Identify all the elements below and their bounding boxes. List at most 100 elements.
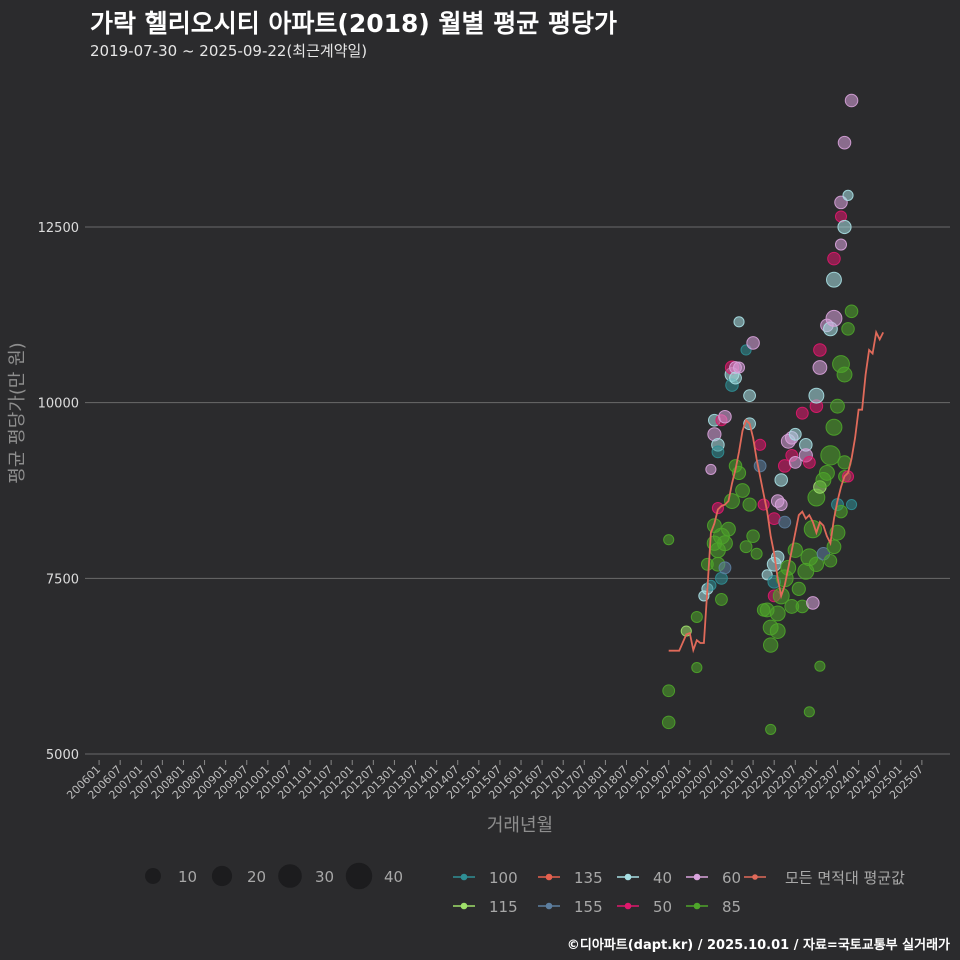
series-legend-label: 135 [574,869,603,887]
size-legend-bubble [345,862,373,890]
size-legend-label: 30 [315,868,334,886]
legend: 10 20 30 40 100 135 40 60 115 155 50 85 모든 면적대 평균값 [145,862,905,916]
data-point [662,684,676,698]
data-point [825,418,843,436]
data-point [769,623,786,639]
data-point [806,596,820,610]
data-point [834,238,848,251]
y-tick-label: 7500 [46,572,79,587]
data-point [746,529,760,543]
points-layer [661,93,859,735]
data-point [733,316,745,328]
x-axis-title: 거래년월 [487,815,553,836]
data-point [836,366,853,383]
data-point [827,251,841,266]
data-point [802,455,816,469]
data-point [691,661,703,674]
data-point [844,304,859,319]
average-legend-dot [752,874,758,880]
series-legend-dot [460,873,468,881]
data-point [765,723,777,735]
data-point [742,497,757,512]
data-point [778,515,792,529]
y-axis-title: 평균 평당가(만 원) [7,342,28,483]
data-point [729,371,742,385]
source-credit: ©디아파트(dapt.kr) / 2025.10.01 / 자료=국토교통부 실… [566,938,950,953]
series-legend-dot [624,902,632,910]
data-point [812,360,828,375]
data-point [767,512,781,526]
series-legend-label: 85 [722,898,741,916]
average-line [668,329,885,654]
data-point [823,554,838,568]
data-point [842,189,854,201]
series-legend-dot [693,902,701,910]
data-point [774,473,788,487]
data-point [724,493,740,509]
data-point [754,438,767,451]
chart-subtitle: 2019-07-30 ~ 2025-09-22(최근계약일) [90,42,368,60]
data-point [837,135,852,150]
data-point [826,271,842,288]
size-legend-label: 10 [178,868,197,886]
data-point [803,706,815,718]
series-legend-dot [693,873,701,881]
data-point [791,581,806,596]
data-point [830,398,845,414]
data-point [757,498,770,511]
size-legend-bubble [211,865,233,887]
series-legend-dot [545,902,553,910]
data-point [718,409,732,424]
data-point [774,498,788,511]
data-point [837,219,852,235]
data-point [733,361,746,374]
data-point [841,322,855,336]
series-legend-label: 40 [653,869,672,887]
size-legend-label: 20 [247,868,266,886]
data-point [715,571,728,585]
series-legend-dot [460,902,468,910]
data-point [705,463,717,475]
data-point [711,502,724,515]
data-point [788,455,802,469]
data-point [820,445,841,466]
data-point [743,389,756,403]
data-point [808,387,825,404]
data-point [788,427,802,441]
size-legend-label: 40 [384,868,403,886]
chart-title: 가락 헬리오시티 아파트(2018) 월별 평균 평당가 [90,9,617,38]
data-point [818,464,835,481]
series-legend-label: 155 [574,898,603,916]
series-legend-label: 100 [489,869,518,887]
data-point [814,660,826,672]
data-point [762,637,779,653]
data-point [829,524,846,541]
size-legend-bubble [278,864,302,888]
series-legend-label: 60 [722,869,741,887]
axis-layer: 5000750010000125002006012006072007012007… [38,221,926,802]
y-tick-label: 12500 [38,221,79,236]
data-point [753,459,767,473]
data-point [718,561,732,575]
data-point [769,605,786,622]
data-point [813,343,827,357]
data-point [735,483,750,498]
series-legend-dot [624,873,632,881]
data-point [746,336,760,350]
data-point [825,309,843,327]
data-point [845,498,858,511]
average-line-layer [668,329,885,654]
y-tick-label: 5000 [46,748,79,763]
series-legend-dot [545,873,553,881]
y-tick-label: 10000 [38,397,79,412]
data-point [750,547,763,560]
data-point [808,556,825,572]
data-point [717,535,733,552]
data-point [739,540,753,554]
data-point [711,445,725,459]
data-point [661,715,676,730]
size-legend-bubble [145,868,161,884]
data-point [844,93,859,108]
data-point [795,406,809,420]
